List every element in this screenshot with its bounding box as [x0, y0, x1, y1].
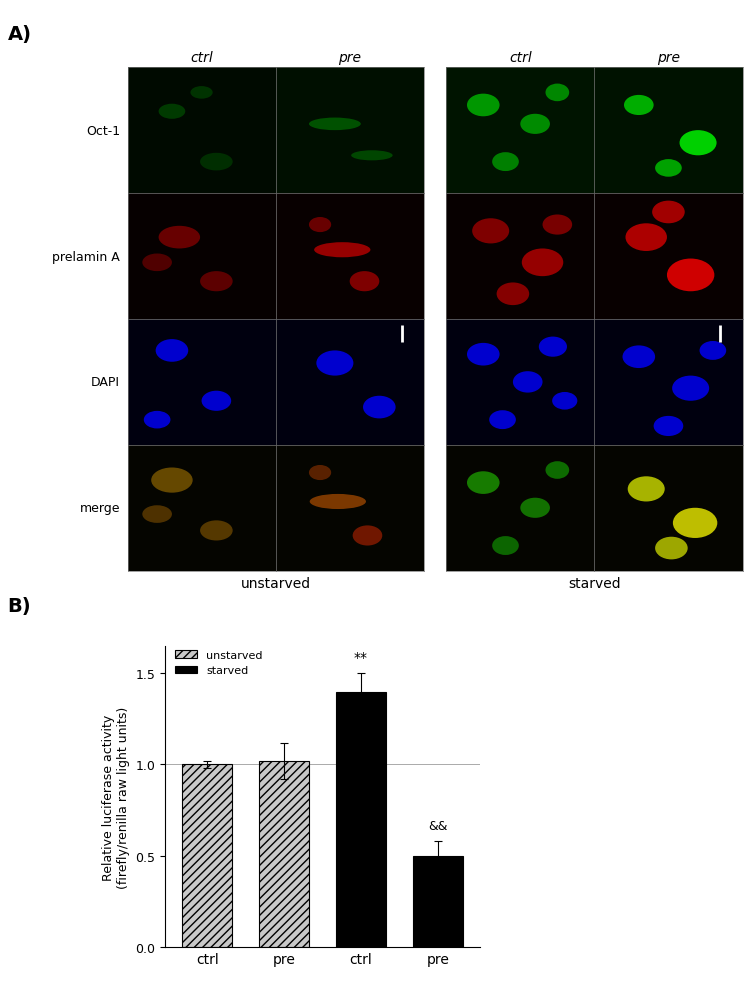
Text: ctrl: ctrl: [509, 51, 532, 65]
Ellipse shape: [489, 411, 516, 430]
Text: pre: pre: [338, 51, 362, 65]
Ellipse shape: [142, 506, 172, 523]
Text: DAPI: DAPI: [91, 376, 120, 389]
Ellipse shape: [363, 397, 395, 419]
Text: merge: merge: [80, 502, 120, 515]
Ellipse shape: [545, 462, 569, 479]
Ellipse shape: [309, 466, 332, 481]
Text: B): B): [8, 596, 31, 615]
Text: A): A): [8, 25, 32, 44]
Legend: unstarved, starved: unstarved, starved: [170, 646, 267, 680]
Bar: [259, 762, 309, 947]
Text: prelamin A: prelamin A: [53, 250, 120, 264]
Ellipse shape: [152, 468, 193, 493]
Text: &&: &&: [428, 819, 448, 832]
Ellipse shape: [156, 340, 188, 363]
Ellipse shape: [496, 284, 530, 306]
Ellipse shape: [200, 521, 232, 541]
Ellipse shape: [158, 104, 185, 119]
Ellipse shape: [520, 498, 550, 518]
Ellipse shape: [542, 215, 572, 235]
Ellipse shape: [158, 226, 200, 249]
Ellipse shape: [351, 151, 393, 161]
Bar: [336, 691, 386, 947]
Ellipse shape: [492, 536, 519, 555]
Ellipse shape: [467, 94, 500, 117]
Ellipse shape: [655, 537, 688, 560]
Ellipse shape: [622, 346, 655, 369]
Ellipse shape: [626, 224, 667, 252]
Ellipse shape: [350, 272, 380, 292]
Ellipse shape: [538, 338, 567, 358]
Ellipse shape: [520, 114, 550, 135]
Ellipse shape: [200, 153, 232, 171]
Ellipse shape: [653, 417, 683, 437]
Ellipse shape: [467, 344, 500, 366]
Ellipse shape: [190, 87, 213, 99]
Ellipse shape: [624, 96, 653, 116]
Ellipse shape: [144, 412, 170, 429]
Ellipse shape: [628, 477, 664, 502]
Y-axis label: Relative luciferase activity
(firefly/renilla raw light units): Relative luciferase activity (firefly/re…: [102, 705, 130, 888]
Ellipse shape: [513, 372, 542, 393]
Ellipse shape: [472, 219, 509, 244]
Ellipse shape: [652, 201, 685, 224]
Text: Oct-1: Oct-1: [86, 124, 120, 137]
Bar: [413, 856, 463, 947]
Text: unstarved: unstarved: [241, 576, 310, 590]
Ellipse shape: [700, 342, 726, 361]
Ellipse shape: [314, 242, 370, 259]
Ellipse shape: [467, 472, 500, 494]
Ellipse shape: [202, 392, 231, 412]
Text: **: **: [354, 650, 368, 664]
Ellipse shape: [680, 131, 716, 156]
Text: ctrl: ctrl: [190, 51, 213, 65]
Ellipse shape: [522, 249, 563, 277]
Bar: [182, 765, 232, 947]
Text: pre: pre: [657, 51, 680, 65]
Ellipse shape: [655, 160, 682, 177]
Ellipse shape: [492, 153, 519, 172]
Ellipse shape: [672, 376, 710, 402]
Ellipse shape: [200, 272, 232, 292]
Ellipse shape: [309, 217, 332, 232]
Ellipse shape: [545, 84, 569, 102]
Ellipse shape: [309, 118, 361, 131]
Ellipse shape: [316, 351, 353, 376]
Ellipse shape: [673, 508, 717, 538]
Ellipse shape: [142, 255, 172, 272]
Ellipse shape: [667, 260, 714, 292]
Ellipse shape: [552, 393, 578, 410]
Ellipse shape: [310, 494, 366, 510]
Text: starved: starved: [568, 576, 621, 590]
Ellipse shape: [352, 526, 382, 546]
